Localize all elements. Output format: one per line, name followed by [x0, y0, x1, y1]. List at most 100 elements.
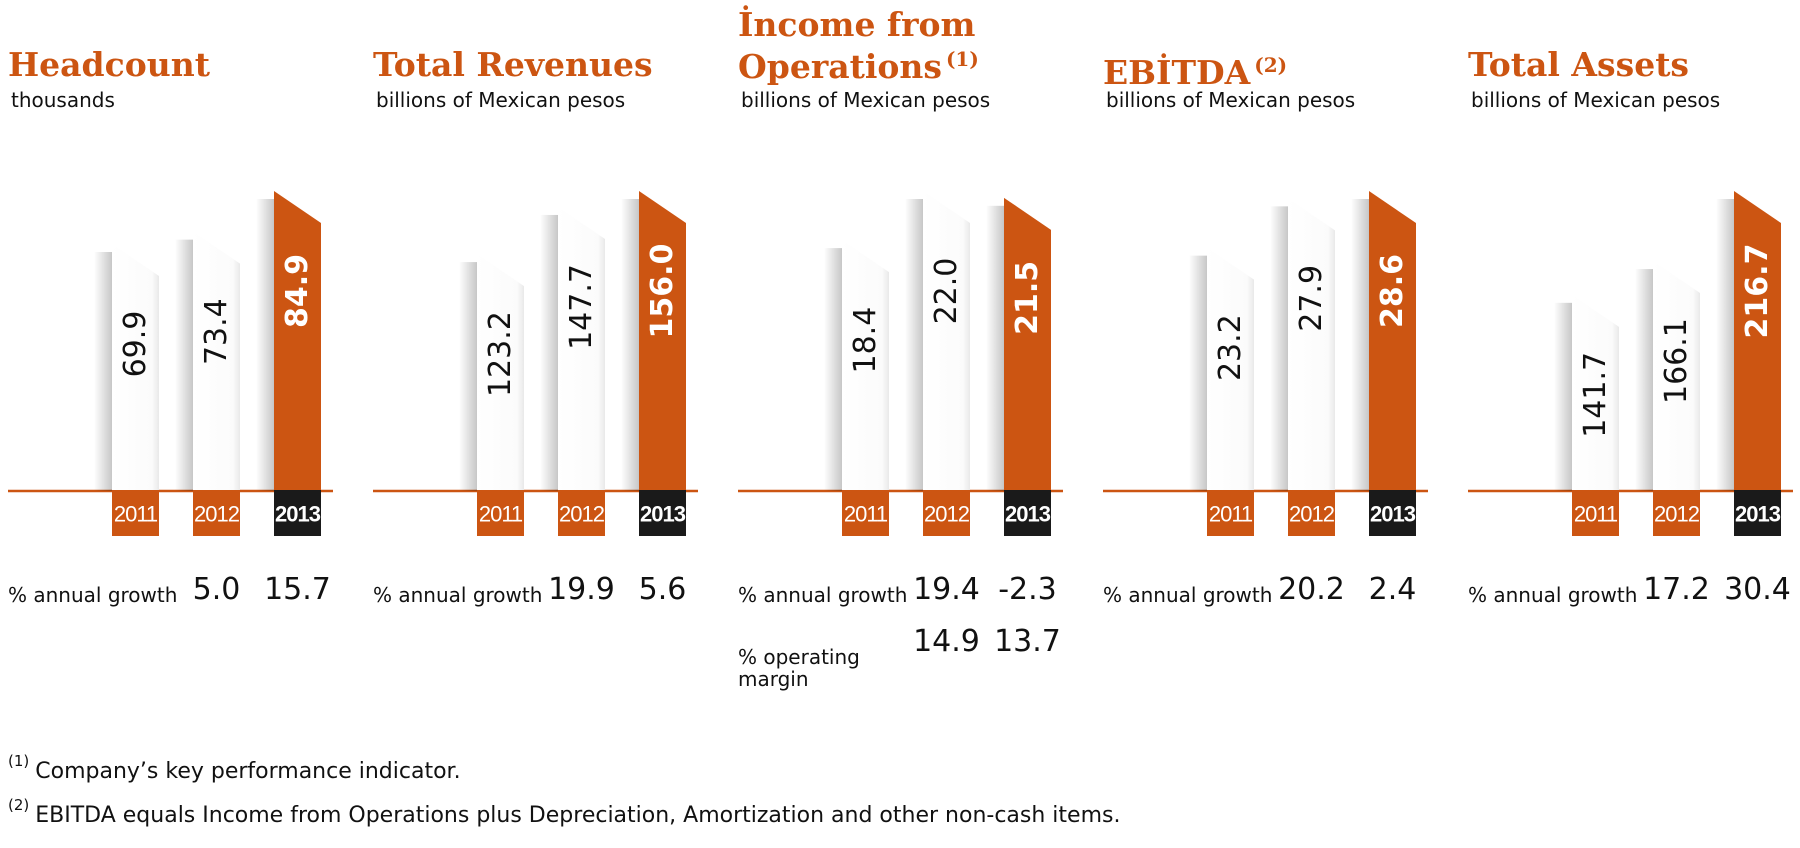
year-tag	[1653, 490, 1700, 536]
panel-ebitda: EBİTDA (2) billions of Mexican pesos 23.2…	[1103, 0, 1443, 700]
footnote-marker: (1)	[8, 752, 30, 770]
year-tag	[1369, 490, 1416, 536]
metric-value: 17.2	[1643, 572, 1710, 607]
metric-value: 14.9	[913, 624, 980, 659]
metric-value: 19.4	[913, 572, 980, 607]
metric-value: 19.9	[548, 572, 615, 607]
metric-label: % annual growth	[738, 584, 907, 606]
footnote: (2) EBITDA equals Income from Operations …	[8, 796, 1120, 828]
title-note: (1)	[945, 47, 979, 71]
year-tag	[477, 490, 524, 536]
footnote-text: EBITDA equals Income from Operations plu…	[35, 803, 1121, 828]
bar-2013	[1369, 191, 1416, 491]
year-tag	[193, 490, 240, 536]
metric-label-line: % annual growth	[1103, 583, 1273, 607]
value-label: 216.7	[1740, 244, 1775, 339]
tick-label: 2012	[559, 502, 605, 527]
metric-label: % annual growth	[1103, 584, 1272, 606]
bar-2012	[1653, 261, 1700, 491]
tick-label: 2011	[114, 502, 158, 527]
bar-shadow	[621, 199, 639, 491]
value-label: 84.9	[280, 254, 315, 328]
metric-value: 5.0	[192, 572, 241, 607]
panel-unit: billions of Mexican pesos	[1471, 88, 1721, 112]
year-tag	[1572, 490, 1619, 536]
bar-shadow	[1351, 199, 1369, 491]
bar-chart-ebitda: 23.2 2011 27.9 2012 28.6 2013	[1103, 191, 1428, 536]
bar-shadow	[1635, 269, 1653, 491]
panel-unit: billions of Mexican pesos	[741, 88, 991, 112]
tick-label: 2013	[275, 502, 321, 527]
bar-chart-total-revenues: 123.2 2011 147.7 2012 156.0 2013	[373, 191, 698, 536]
bar-shadow	[824, 248, 842, 491]
panel-title: Headcount	[8, 48, 210, 82]
tick-label: 2012	[194, 502, 240, 527]
metric-value: 2.4	[1368, 572, 1417, 607]
value-label: 69.9	[118, 311, 153, 378]
value-label: 22.0	[929, 258, 964, 325]
panel-unit: thousands	[11, 88, 115, 112]
bar-2012	[558, 206, 605, 491]
tick-label: 2013	[1370, 502, 1416, 527]
bar-shadow	[459, 262, 477, 491]
bar-shadow	[986, 205, 1004, 491]
tick-label: 2012	[924, 502, 970, 527]
metric-label-line: % operating	[738, 645, 860, 669]
growth-metrics: % annual growth 17.2 30.4	[1468, 570, 1800, 620]
year-tag	[923, 490, 970, 536]
panel-title: Total Assets	[1468, 48, 1689, 82]
year-tag	[1207, 490, 1254, 536]
bar-2011	[842, 240, 889, 491]
footnote: (1) Company’s key performance indicator.	[8, 752, 1120, 784]
value-label: 28.6	[1375, 254, 1410, 328]
tick-label: 2013	[640, 502, 686, 527]
bar-shadow	[540, 214, 558, 491]
bar-2011	[112, 244, 159, 491]
value-label: 141.7	[1578, 352, 1613, 438]
metric-label: % annual growth	[1468, 584, 1637, 606]
growth-metrics: % annual growth 19.9 5.6	[373, 570, 713, 620]
bar-shadow	[1716, 199, 1734, 491]
tick-label: 2012	[1289, 502, 1335, 527]
bar-2013	[639, 191, 686, 491]
panel-title-line: Total Revenues	[373, 45, 653, 84]
footnote-text: Company’s key performance indicator.	[35, 759, 461, 784]
bar-shadow	[256, 199, 274, 491]
metric-value: 15.7	[264, 572, 331, 607]
growth-metrics: % annual growth 20.2 2.4	[1103, 570, 1443, 620]
bar-2012	[923, 191, 970, 491]
panel-title-line: İncome from	[738, 5, 976, 44]
growth-metrics: % annual growth 19.4 -2.3 % operating margin…	[738, 570, 1078, 690]
bar-2011	[1572, 294, 1619, 491]
tick-label: 2011	[1574, 502, 1618, 527]
panel-unit: billions of Mexican pesos	[1106, 88, 1356, 112]
year-tag	[558, 490, 605, 536]
year-tag	[842, 490, 889, 536]
bar-2012	[1288, 198, 1335, 491]
title-note: (2)	[1254, 53, 1288, 77]
bar-2013	[1734, 191, 1781, 491]
value-label: 23.2	[1213, 314, 1248, 381]
tick-label: 2013	[1005, 502, 1051, 527]
tick-label: 2012	[1654, 502, 1700, 527]
value-label: 166.1	[1659, 318, 1694, 404]
bar-chart-income-from-operations: 18.4 2011 22.0 2012 21.5 2013	[738, 191, 1063, 536]
panel-title-line: Total Assets	[1468, 45, 1690, 84]
bar-chart-headcount: 69.9 2011 73.4 2012 84.9 2013	[8, 191, 333, 536]
tick-label: 2013	[1735, 502, 1781, 527]
bar-2011	[1207, 247, 1254, 491]
value-label: 21.5	[1010, 261, 1045, 335]
metric-label-line: % annual growth	[1468, 583, 1638, 607]
year-tag	[1288, 490, 1335, 536]
footnote-marker: (2)	[8, 796, 30, 814]
year-tag	[112, 490, 159, 536]
value-label: 123.2	[483, 311, 518, 397]
panel-unit: billions of Mexican pesos	[376, 88, 626, 112]
metric-value: 20.2	[1278, 572, 1345, 607]
year-tag	[1004, 490, 1051, 536]
bar-2013	[274, 191, 321, 491]
value-label: 147.7	[564, 264, 599, 350]
metric-value: 5.6	[638, 572, 687, 607]
metric-label-line: margin	[738, 667, 809, 691]
bar-2012	[193, 231, 240, 491]
